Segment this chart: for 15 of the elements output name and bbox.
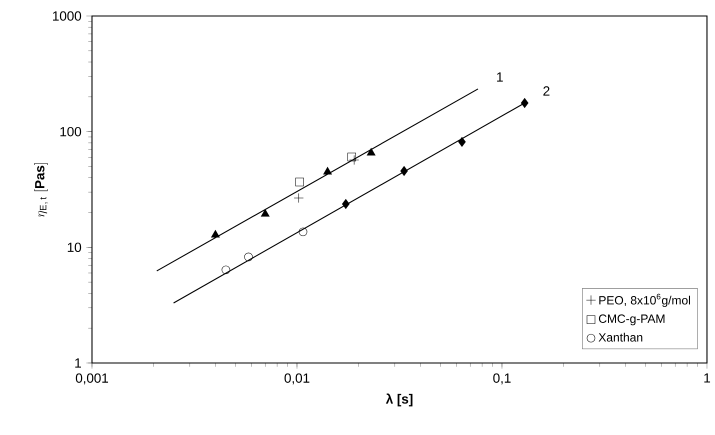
annotation: 2 [543,86,550,96]
x-tick-label: 0,001 [76,373,108,384]
y-tick-label: 1 [75,358,81,368]
y-axis-title: $\eta_{\mathrm{E},\,\mathrm{t}}\ \mathbf{[Pas]}$ [34,163,48,218]
y-tick-label: 10 [68,242,82,252]
x-tick-label: 0,01 [284,373,310,384]
x-tick-label: 1 [704,373,710,383]
y-tick-label: 100 [60,126,82,136]
legend-label: CMC-g-PAM [598,314,664,326]
legend-label: PEO, 8x10$^{6}$g/mol [599,294,690,307]
x-axis-title: λ [s] [386,394,412,406]
annotation: 1 [497,72,503,82]
x-tick-label: 0,1 [493,373,511,384]
y-tick-label: 1000 [52,11,82,21]
legend-label: Xanthan [598,332,642,342]
